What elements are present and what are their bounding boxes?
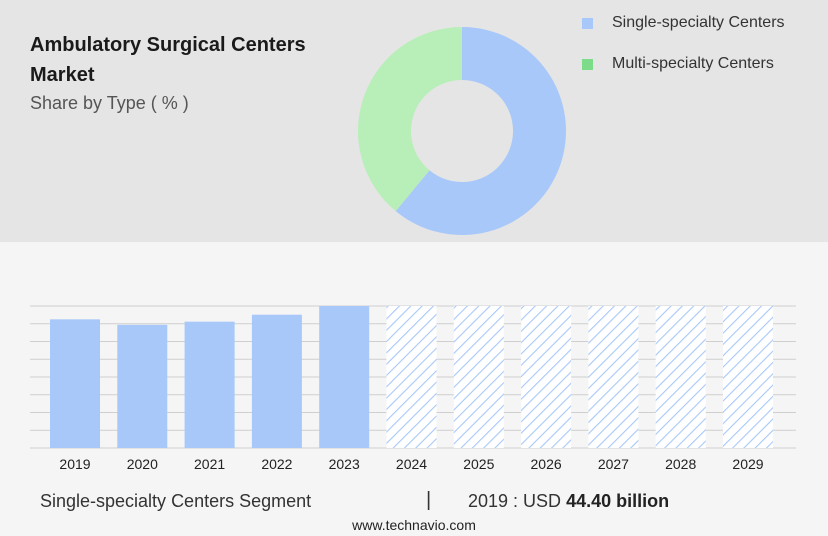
bar-2025 bbox=[453, 306, 504, 448]
chart-subtitle: Share by Type ( % ) bbox=[30, 93, 189, 113]
source-url: www.technavio.com bbox=[352, 517, 476, 533]
legend-item-single: Single-specialty Centers bbox=[580, 12, 785, 34]
bar-2023 bbox=[319, 306, 370, 448]
x-tick-label-2025: 2025 bbox=[463, 456, 494, 472]
donut-chart bbox=[358, 27, 566, 235]
footer-value-prefix: 2019 : USD bbox=[468, 491, 562, 511]
x-tick-label-2022: 2022 bbox=[261, 456, 292, 472]
footer: Single-specialty Centers Segment | 2019 … bbox=[0, 488, 828, 518]
bar-2021 bbox=[184, 321, 235, 448]
legend-swatch-single bbox=[582, 17, 593, 29]
legend-item-multi: Multi-specialty Centers bbox=[580, 53, 785, 75]
x-tick-label-2026: 2026 bbox=[531, 456, 562, 472]
legend: Single-specialty Centers Multi-specialty… bbox=[580, 12, 785, 94]
footer-value: 2019 : USD 44.40 billion bbox=[468, 491, 669, 512]
bar-2019 bbox=[50, 319, 100, 448]
footer-separator: | bbox=[426, 489, 432, 511]
x-tick-label-2021: 2021 bbox=[194, 456, 225, 472]
chart-title: Ambulatory Surgical Centers Market bbox=[30, 34, 306, 86]
bar-chart: 2019 2020 2021 2022 2023 2024 2025 2026 2027 2028… bbox=[30, 305, 796, 472]
legend-swatch-multi bbox=[582, 58, 593, 70]
x-tick-label-2027: 2027 bbox=[598, 456, 629, 472]
footer-value-amount: 44.40 billion bbox=[566, 491, 670, 511]
x-tick-label-2023: 2023 bbox=[329, 456, 360, 472]
bar-2027 bbox=[588, 306, 639, 448]
donut-slice-multi bbox=[358, 27, 462, 212]
bar-2022 bbox=[251, 314, 302, 448]
footer-segment: Single-specialty Centers Segment bbox=[40, 491, 312, 511]
x-tick-label-2028: 2028 bbox=[665, 456, 696, 472]
x-tick-label-2019: 2019 bbox=[59, 456, 90, 472]
bar-2024 bbox=[386, 306, 437, 448]
bar-2029 bbox=[723, 306, 773, 448]
legend-label-single: Single-specialty Centers bbox=[612, 14, 785, 31]
donut-slice-single bbox=[395, 27, 566, 235]
bar-2028 bbox=[655, 306, 706, 448]
x-tick-label-2024: 2024 bbox=[396, 456, 427, 472]
x-tick-label-2020: 2020 bbox=[127, 456, 158, 472]
x-tick-label-2029: 2029 bbox=[732, 456, 763, 472]
legend-label-multi: Multi-specialty Centers bbox=[612, 55, 774, 72]
bar-2020 bbox=[117, 324, 168, 448]
bar-2026 bbox=[521, 306, 572, 448]
